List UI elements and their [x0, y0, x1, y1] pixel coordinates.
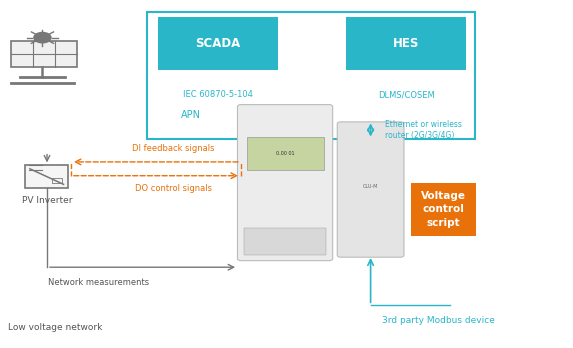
Text: PV Inverter: PV Inverter: [22, 196, 72, 205]
Text: Low voltage network: Low voltage network: [8, 323, 103, 332]
Text: CLU-M: CLU-M: [363, 184, 378, 189]
FancyBboxPatch shape: [11, 41, 77, 67]
FancyBboxPatch shape: [246, 137, 324, 171]
Text: IEC 60870-5-104: IEC 60870-5-104: [183, 90, 253, 99]
FancyBboxPatch shape: [237, 105, 333, 261]
Text: DLMS/COSEM: DLMS/COSEM: [378, 90, 435, 99]
Text: HES: HES: [393, 37, 419, 50]
Text: 3rd party Modbus device: 3rd party Modbus device: [382, 316, 495, 325]
FancyBboxPatch shape: [346, 17, 466, 70]
FancyBboxPatch shape: [25, 165, 68, 188]
FancyBboxPatch shape: [411, 183, 476, 236]
Text: Network measurements: Network measurements: [48, 278, 149, 286]
Text: Voltage
control
script: Voltage control script: [421, 191, 466, 228]
FancyBboxPatch shape: [158, 17, 278, 70]
Text: SCADA: SCADA: [195, 37, 241, 50]
FancyBboxPatch shape: [244, 228, 327, 255]
FancyBboxPatch shape: [337, 122, 404, 257]
Text: DO control signals: DO control signals: [135, 184, 211, 193]
Text: DI feedback signals: DI feedback signals: [132, 144, 214, 153]
Text: Ethernet or wireless
router (2G/3G/4G): Ethernet or wireless router (2G/3G/4G): [385, 120, 462, 140]
Circle shape: [34, 32, 51, 43]
Text: 0.00 01: 0.00 01: [276, 151, 295, 156]
Text: APN: APN: [181, 110, 201, 120]
